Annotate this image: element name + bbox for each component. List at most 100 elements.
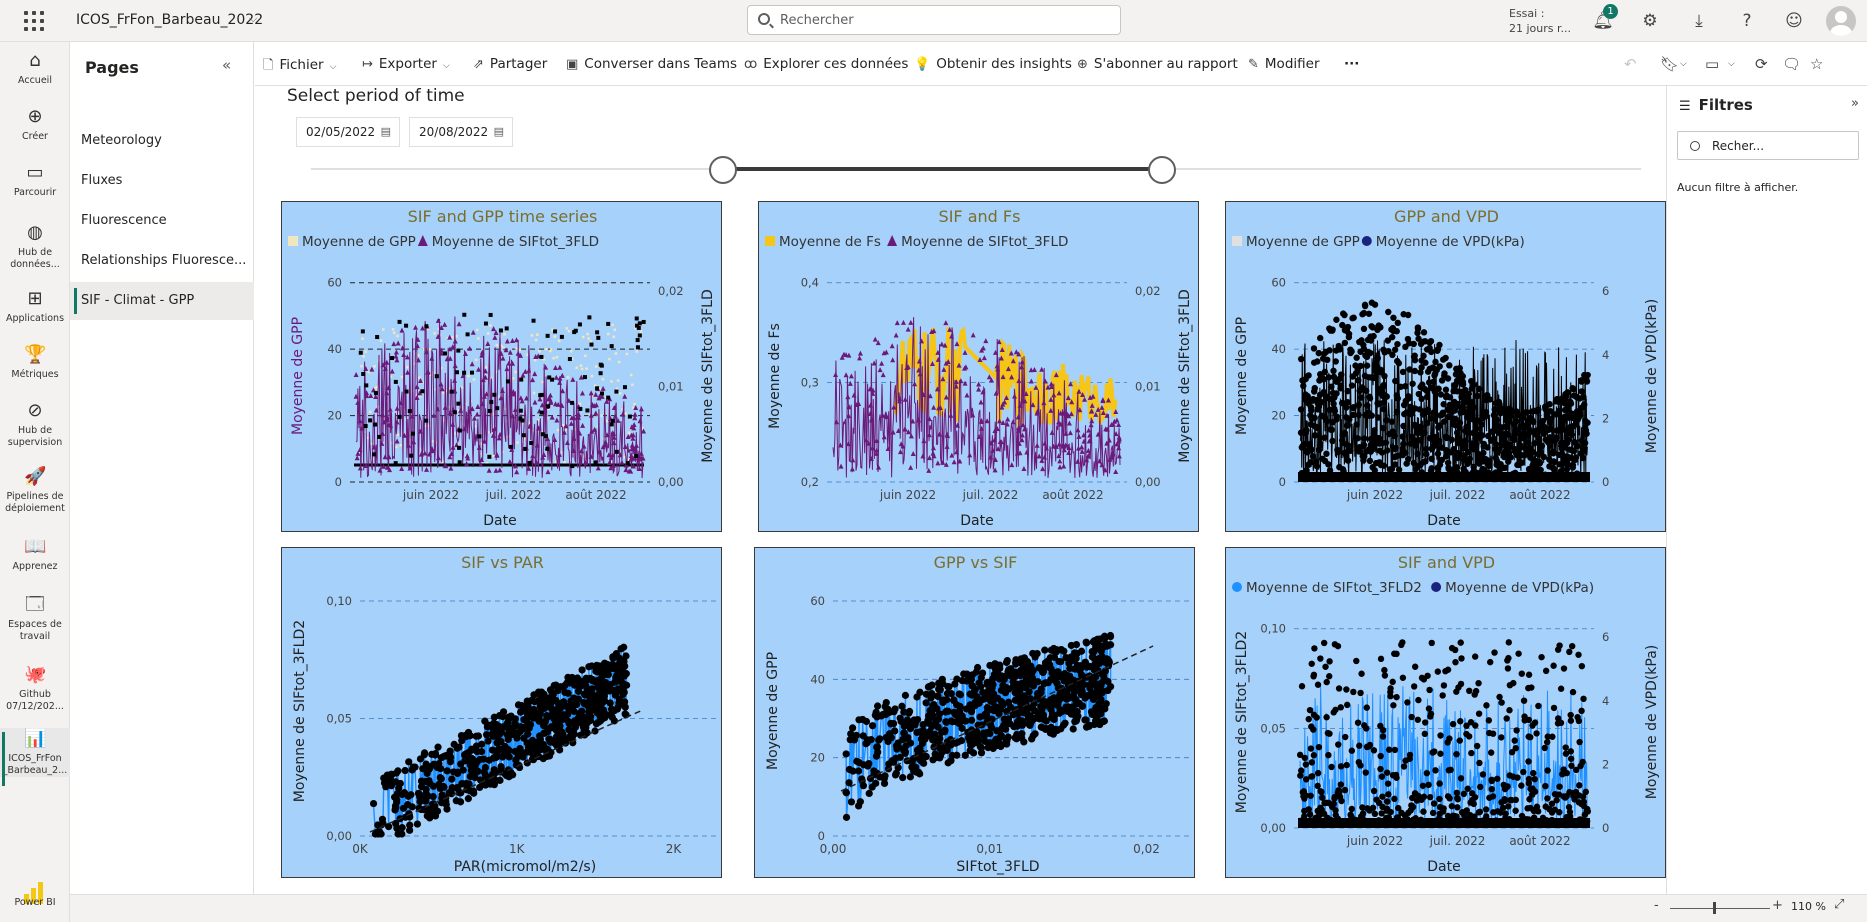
gear-icon[interactable]: ⚙ <box>1642 11 1658 31</box>
sif-point <box>1042 454 1048 460</box>
data-point <box>1524 439 1531 446</box>
data-point <box>382 783 390 791</box>
data-point <box>842 789 851 797</box>
nav-item-apps[interactable]: ⊞ Applications <box>0 288 70 325</box>
zoom-level: 110 % <box>1791 900 1826 913</box>
toolbar-export-button[interactable]: ↦ Exporter ⌵ <box>362 56 450 72</box>
y-tick-label: 0 <box>1279 475 1286 489</box>
sif-point <box>1048 396 1054 402</box>
chart-sif-vpd[interactable]: SIF and VPD Moyenne de SIFtot_3FLD2 Moyenn… <box>1225 547 1666 878</box>
avatar[interactable] <box>1826 6 1856 36</box>
download-icon[interactable]: ⤓ <box>1695 11 1703 31</box>
page-item[interactable]: Meteorology <box>81 133 162 148</box>
nav-item-workspaces[interactable]: 🗔 Espaces de travail <box>0 594 70 643</box>
feedback-icon[interactable]: ☺ <box>1785 11 1803 31</box>
data-point <box>1344 701 1351 709</box>
chart-sif-fs[interactable]: SIF and Fs Moyenne de Fs Moyenne de SIFtot… <box>758 201 1199 532</box>
data-point <box>1311 414 1318 422</box>
sif-point <box>632 411 638 417</box>
data-point <box>1459 373 1467 380</box>
nav-item-create[interactable]: ⊕ Créer <box>0 106 70 143</box>
fit-page-icon[interactable]: ⤢ <box>1834 897 1845 912</box>
gpp-point <box>449 389 454 394</box>
collapse-icon[interactable]: « <box>222 56 232 74</box>
app-launcher-icon[interactable] <box>24 11 44 31</box>
slider-start-handle[interactable] <box>709 156 738 184</box>
page-item[interactable]: Fluorescence <box>81 213 167 228</box>
page-item[interactable]: SIF - Climat - GPP <box>70 282 254 320</box>
data-point <box>1523 409 1531 416</box>
x-tick-label: juil. 2022 <box>485 488 542 502</box>
comment-icon[interactable]: 🗨︎ <box>1782 55 1802 73</box>
chart-gpp-vpd[interactable]: GPP and VPD Moyenne de GPP Moyenne de VPD(… <box>1225 201 1666 532</box>
slider-end-handle[interactable] <box>1148 156 1177 184</box>
y-tick-label: 60 <box>1271 276 1286 290</box>
zoom-in-icon[interactable]: + <box>1772 898 1783 913</box>
toolbar-explore-button[interactable]: ꝏ Explorer ces données <box>744 56 908 72</box>
nav-item-label: Github 07/12/202... <box>6 689 64 712</box>
data-point <box>1428 445 1435 452</box>
bookmark-icon[interactable]: 🔖︎ <box>1660 55 1680 73</box>
view-icon[interactable]: ▭ <box>1705 55 1720 73</box>
data-point <box>413 820 422 828</box>
data-point <box>1405 455 1412 463</box>
chart-sif-vs-par[interactable]: SIF vs PAR 0,00 0,05 0,10 Moyenne de SIFtot_… <box>281 547 722 878</box>
y2-tick-label: 2 <box>1602 757 1609 771</box>
data-point <box>1004 733 1012 741</box>
calendar-icon[interactable]: ▤ <box>493 125 504 138</box>
end-date-input[interactable]: 20/08/2022 ▤ <box>409 117 513 147</box>
chart-sif-gpp-timeseries[interactable]: SIF and GPP time series Moyenne de GPP Moy… <box>281 201 722 532</box>
sif-point <box>438 350 444 356</box>
nav-item-github[interactable]: 🐙 Github 07/12/202... <box>0 664 70 713</box>
page-item[interactable]: Fluxes <box>81 173 123 188</box>
toolbar-file-button[interactable]: 🗋 Fichier ⌵ <box>263 56 336 78</box>
toolbar-edit-button[interactable]: ✎ Modifier <box>1248 56 1320 72</box>
toolbar-teams-button[interactable]: ▣ Converser dans Teams <box>566 56 737 72</box>
trial-info[interactable]: Essai : 21 jours r... <box>1509 6 1571 36</box>
sif-point <box>898 449 903 455</box>
sif-point <box>1024 449 1030 455</box>
page-item[interactable]: Relationships Fluoresce... <box>81 253 247 268</box>
nav-item-learn[interactable]: 📖 Apprenez <box>0 536 70 573</box>
gpp-point <box>610 380 613 383</box>
more-options-icon[interactable]: ··· <box>1344 56 1360 72</box>
gpp-point <box>470 370 475 375</box>
chevron-down-icon[interactable]: ⌵ <box>249 12 258 25</box>
collapse-filters-icon[interactable]: » <box>1851 96 1859 111</box>
zoom-slider[interactable] <box>1670 908 1770 909</box>
data-point <box>1454 453 1461 460</box>
refresh-icon[interactable]: ⟳ <box>1755 55 1768 73</box>
report-title[interactable]: ICOS_FrFon_Barbeau_2022 <box>76 12 264 28</box>
favorite-icon[interactable]: ☆ <box>1810 55 1824 73</box>
chevron-down-icon[interactable]: ⌵ <box>1680 59 1687 69</box>
sif-point <box>871 360 877 366</box>
toolbar-insights-button[interactable]: 💡 Obtenir des insights <box>914 56 1072 72</box>
filter-search-input[interactable]: Recher... <box>1677 131 1859 160</box>
sif-point <box>452 363 458 369</box>
sif-point <box>1081 432 1087 438</box>
gpp-point <box>505 379 510 384</box>
sif-point <box>461 426 467 432</box>
toolbar-share-button[interactable]: ⇗ Partager <box>473 56 547 72</box>
nav-item-home[interactable]: ⌂ Accueil <box>0 50 70 87</box>
calendar-icon[interactable]: ▤ <box>380 125 391 138</box>
nav-item-report[interactable]: 📊 ICOS_FrFon _Barbeau_2... <box>0 728 70 786</box>
data-point <box>1363 725 1370 732</box>
reset-icon[interactable]: ↶ <box>1624 55 1637 73</box>
start-date-input[interactable]: 02/05/2022 ▤ <box>296 117 400 147</box>
zoom-out-icon[interactable]: - <box>1654 898 1659 913</box>
nav-item-monitoring[interactable]: ⊘ Hub de supervision <box>0 400 70 449</box>
search-box[interactable]: Rechercher <box>747 5 1121 35</box>
chart-gpp-vs-sif[interactable]: GPP vs SIF 0 20 40 60 Moyenne de GPP 0,00 0,01 0… <box>754 547 1195 878</box>
zoom-handle[interactable] <box>1713 902 1716 914</box>
toolbar-subscribe-button[interactable]: ⊕ S'abonner au rapport <box>1077 56 1238 72</box>
nav-item-browse[interactable]: ▭ Parcourir <box>0 162 70 199</box>
help-icon[interactable]: ? <box>1742 11 1752 31</box>
nav-item-metrics[interactable]: 🏆 Métriques <box>0 344 70 381</box>
nav-item-pipelines[interactable]: 🚀 Pipelines de déploiement <box>0 466 70 515</box>
data-point <box>433 807 442 815</box>
sif-point <box>638 450 644 456</box>
nav-item-data-hub[interactable]: ◍ Hub de données... <box>0 222 70 271</box>
sif-point <box>407 465 413 471</box>
chevron-down-icon[interactable]: ⌵ <box>1728 59 1735 69</box>
